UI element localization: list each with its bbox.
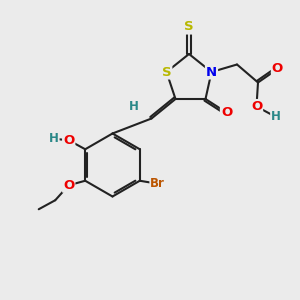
Text: N: N [206, 65, 217, 79]
Text: O: O [221, 106, 232, 119]
Text: O: O [251, 100, 262, 113]
Text: O: O [63, 179, 74, 192]
Text: Br: Br [150, 177, 165, 190]
Text: S: S [184, 20, 194, 34]
Text: S: S [162, 65, 171, 79]
Text: O: O [63, 134, 74, 147]
Text: H: H [49, 132, 59, 145]
Text: O: O [272, 62, 283, 76]
Text: H: H [129, 100, 138, 113]
Text: H: H [271, 110, 281, 124]
